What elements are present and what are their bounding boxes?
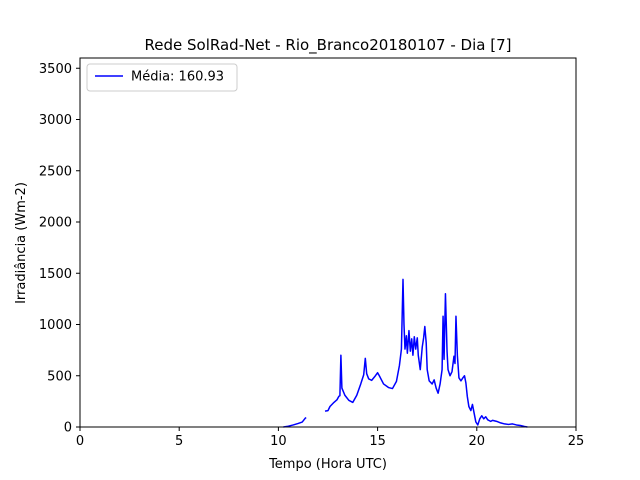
x-tick-label: 5: [175, 434, 183, 449]
series-line-segment-2: [324, 278, 528, 428]
axes-frame: [79, 57, 577, 428]
y-tick-label: 3000: [39, 113, 72, 128]
x-tick-label: 10: [270, 434, 287, 449]
y-tick-label: 0: [64, 421, 72, 436]
x-tick-label: 15: [369, 434, 386, 449]
series-line-segment-1: [283, 416, 307, 428]
x-tick-label: 20: [469, 434, 486, 449]
x-tick-label: 25: [568, 434, 585, 449]
y-tick-label: 1500: [39, 267, 72, 282]
legend: Média: 160.93: [86, 63, 238, 92]
y-tick-label: 2500: [39, 164, 72, 179]
y-tick-label: 500: [47, 369, 72, 384]
x-axis-label: Tempo (Hora UTC): [268, 457, 387, 472]
y-tick-label: 2000: [39, 216, 72, 231]
y-axis-label: Irradiância (Wm-2): [14, 182, 29, 304]
y-tick-label: 3500: [39, 62, 72, 77]
y-tick-label: 1000: [39, 318, 72, 333]
legend-box: [86, 63, 238, 92]
plot-area: 0 5 10 15 20 25 0 500 1000 1500 2000 2500 3000 3500: [39, 57, 585, 449]
chart-title: Rede SolRad-Net - Rio_Branco20180107 - D…: [145, 36, 512, 55]
legend-label: Média: 160.93: [131, 70, 224, 85]
x-tick-label: 0: [76, 434, 84, 449]
